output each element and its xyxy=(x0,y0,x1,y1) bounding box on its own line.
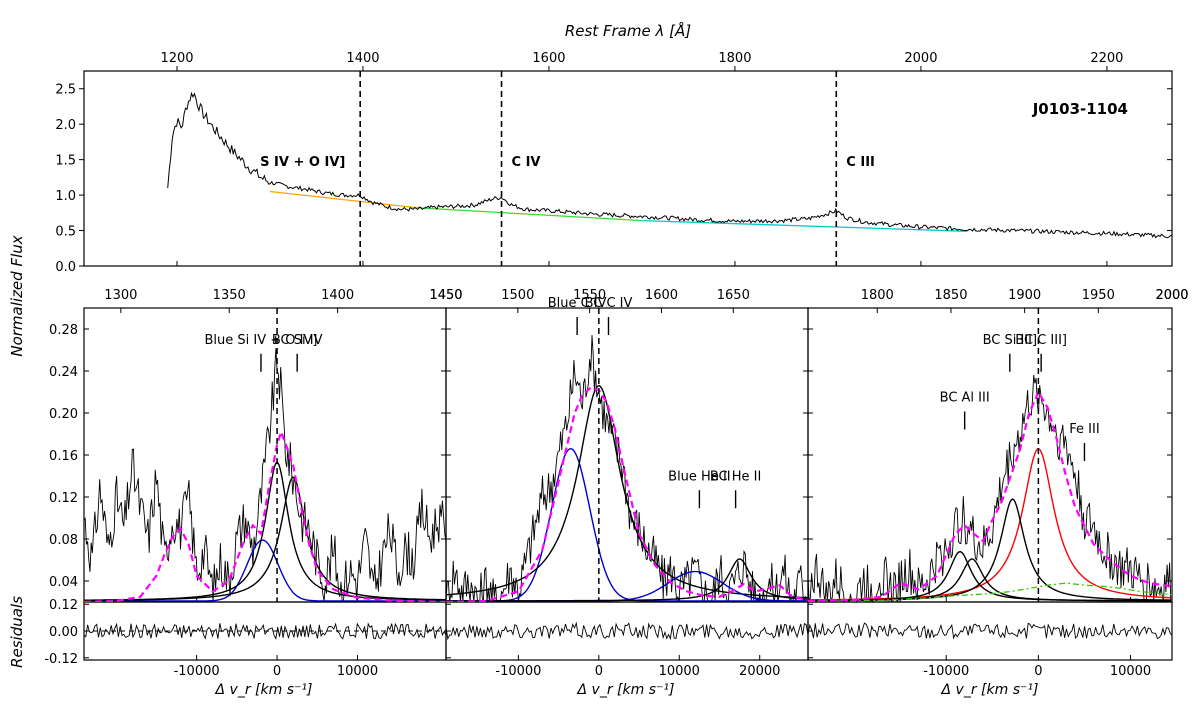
panel-bottom-tick-label: -10000 xyxy=(923,664,969,679)
overview-line-label: C III xyxy=(846,155,875,170)
panel-observed-line xyxy=(446,335,808,602)
panel-bottom-tick-label: 10000 xyxy=(337,664,378,679)
overview-xtick-label: 2000 xyxy=(904,51,937,66)
panel-top-tick-label: 1900 xyxy=(1008,288,1041,303)
panel-annotation-label: BC C IV xyxy=(585,296,633,311)
overview-xlabel: Rest Frame λ [Å] xyxy=(565,21,691,40)
panel-top-tick-label: 1600 xyxy=(645,288,678,303)
panel-bottom-tick-label: 20000 xyxy=(739,664,780,679)
panel-ytick-label: 0.20 xyxy=(49,407,78,422)
panel-observed-line xyxy=(808,374,1172,602)
overview-continuum-line xyxy=(641,219,968,232)
panel-bottom-tick-label: -10000 xyxy=(174,664,220,679)
panel-top-tick-label: 1450 xyxy=(429,288,462,303)
panel-annotation-label: BC C III] xyxy=(1015,333,1067,348)
overview-ytick-label: 0.0 xyxy=(55,260,76,275)
panel-content xyxy=(446,335,808,602)
panel-c-iii-xlabel: Δ v_r [km s⁻¹] xyxy=(941,682,1039,698)
shared-ylabel: Normalized Flux xyxy=(8,235,26,356)
overview-ytick-label: 1.0 xyxy=(55,189,76,204)
panel-fe-template-line xyxy=(808,582,1172,602)
panel-top-tick-label: 1300 xyxy=(104,288,137,303)
panel-top-tick-label: 2000 xyxy=(1155,288,1188,303)
panel-bottom-tick-label: 0 xyxy=(273,664,281,679)
panel-ytick-label: 0.12 xyxy=(49,491,78,506)
panel-bottom-tick-label: 10000 xyxy=(659,664,700,679)
panel-top-tick-label: 1500 xyxy=(501,288,534,303)
panel-panel_si_iv: 1300 1350 1400 1450 -10000 0 10000 0.04 0.08 0.12… xyxy=(44,288,462,679)
panel-top-tick-label: 1850 xyxy=(934,288,967,303)
plots-layer: 1200 1400 1600 1800 2000 2200 0.0 0.5 1.0 1.5 2.0 2… xyxy=(44,51,1188,679)
residual-ytick-label: -0.12 xyxy=(44,652,78,667)
overview-panel: 1200 1400 1600 1800 2000 2200 0.0 0.5 1.0 1.5 2.0 2… xyxy=(55,51,1173,275)
panel-frame xyxy=(807,307,1173,603)
panel-total-fit-line xyxy=(446,386,808,602)
panel-annotation-label: BC Al III xyxy=(940,391,990,406)
overview-ytick-label: 2.5 xyxy=(55,83,76,98)
residual-frame xyxy=(445,601,809,661)
residual-line xyxy=(83,622,447,640)
overview-ytick-label: 1.5 xyxy=(55,154,76,169)
panel-bottom-tick-label: 0 xyxy=(1034,664,1042,679)
panel-frame xyxy=(445,307,809,603)
overview-line-label: S IV + O IV] xyxy=(260,155,345,170)
panel-component-line xyxy=(446,384,808,599)
residual-line xyxy=(445,621,809,641)
panel-component-line xyxy=(446,558,808,602)
panel-ytick-label: 0.24 xyxy=(49,365,78,380)
panel-top-tick-label: 1400 xyxy=(321,288,354,303)
panel-annotation-label: BC He II xyxy=(710,469,761,484)
panel-annotation-label: BC Si IV xyxy=(272,333,323,348)
overview-xtick-label: 1200 xyxy=(160,51,193,66)
object-label: J0103-1104 xyxy=(1032,100,1128,118)
panel-annotation-label: Blue Si IV + O IV] xyxy=(205,333,318,348)
panel-content xyxy=(84,348,446,602)
panel-ytick-label: 0.08 xyxy=(49,533,78,548)
panel-ytick-label: 0.04 xyxy=(49,575,78,590)
panel-component-line xyxy=(808,448,1171,601)
panel-content xyxy=(808,374,1172,602)
residual-ytick-label: 0.12 xyxy=(49,598,78,613)
overview-continuum-line xyxy=(418,207,642,222)
overview-continuum-line xyxy=(269,190,419,209)
panel-top-tick-label: 1650 xyxy=(717,288,750,303)
overview-line-label: C IV xyxy=(512,155,541,170)
panel-top-tick-label: 1450 xyxy=(429,288,462,303)
residual-ytick-label: 0.00 xyxy=(49,625,78,640)
panel-bottom-tick-label: -10000 xyxy=(495,664,541,679)
panel-annotation-label: Fe III xyxy=(1069,422,1099,437)
panel-top-tick-label: 1550 xyxy=(573,288,606,303)
panel-ytick-label: 0.28 xyxy=(49,323,78,338)
panel-panel_c_iv: 1450 1500 1550 1600 1650 -10000 0 10000 20000 Blu… xyxy=(429,288,809,679)
overview-xtick-label: 2200 xyxy=(1090,51,1123,66)
panel-top-tick-label: 1800 xyxy=(861,288,894,303)
panel-si-iv-xlabel: Δ v_r [km s⁻¹] xyxy=(215,682,313,698)
panel-top-tick-label: 2000 xyxy=(1155,288,1188,303)
panel-top-tick-label: 1950 xyxy=(1082,288,1115,303)
panel-bottom-tick-label: 0 xyxy=(595,664,603,679)
panel-bottom-tick-label: 10000 xyxy=(1110,664,1151,679)
panel-top-tick-label: 1350 xyxy=(213,288,246,303)
residuals-ylabel: Residuals xyxy=(8,596,26,668)
panel-component-line xyxy=(84,476,446,601)
panel-annotation-label: Blue He II xyxy=(668,469,730,484)
overview-frame xyxy=(83,70,1173,267)
overview-ytick-label: 2.0 xyxy=(55,118,76,133)
overview-xtick-label: 1800 xyxy=(718,51,751,66)
panel-annotation-label: BC Si III] xyxy=(983,333,1037,348)
panel-ytick-label: 0.16 xyxy=(49,449,78,464)
panel-observed-line xyxy=(84,348,446,602)
residual-line xyxy=(807,622,1173,640)
overview-spectrum-line xyxy=(167,91,1173,239)
overview-xtick-label: 1400 xyxy=(346,51,379,66)
overview-xtick-label: 1600 xyxy=(532,51,565,66)
overview-ytick-label: 0.5 xyxy=(55,225,76,240)
panel-annotation-label: Blue C IV xyxy=(548,296,607,311)
panel-total-fit-line xyxy=(808,389,1172,602)
panel-c-iv-xlabel: Δ v_r [km s⁻¹] xyxy=(577,682,675,698)
panel-total-fit-line xyxy=(84,428,446,602)
